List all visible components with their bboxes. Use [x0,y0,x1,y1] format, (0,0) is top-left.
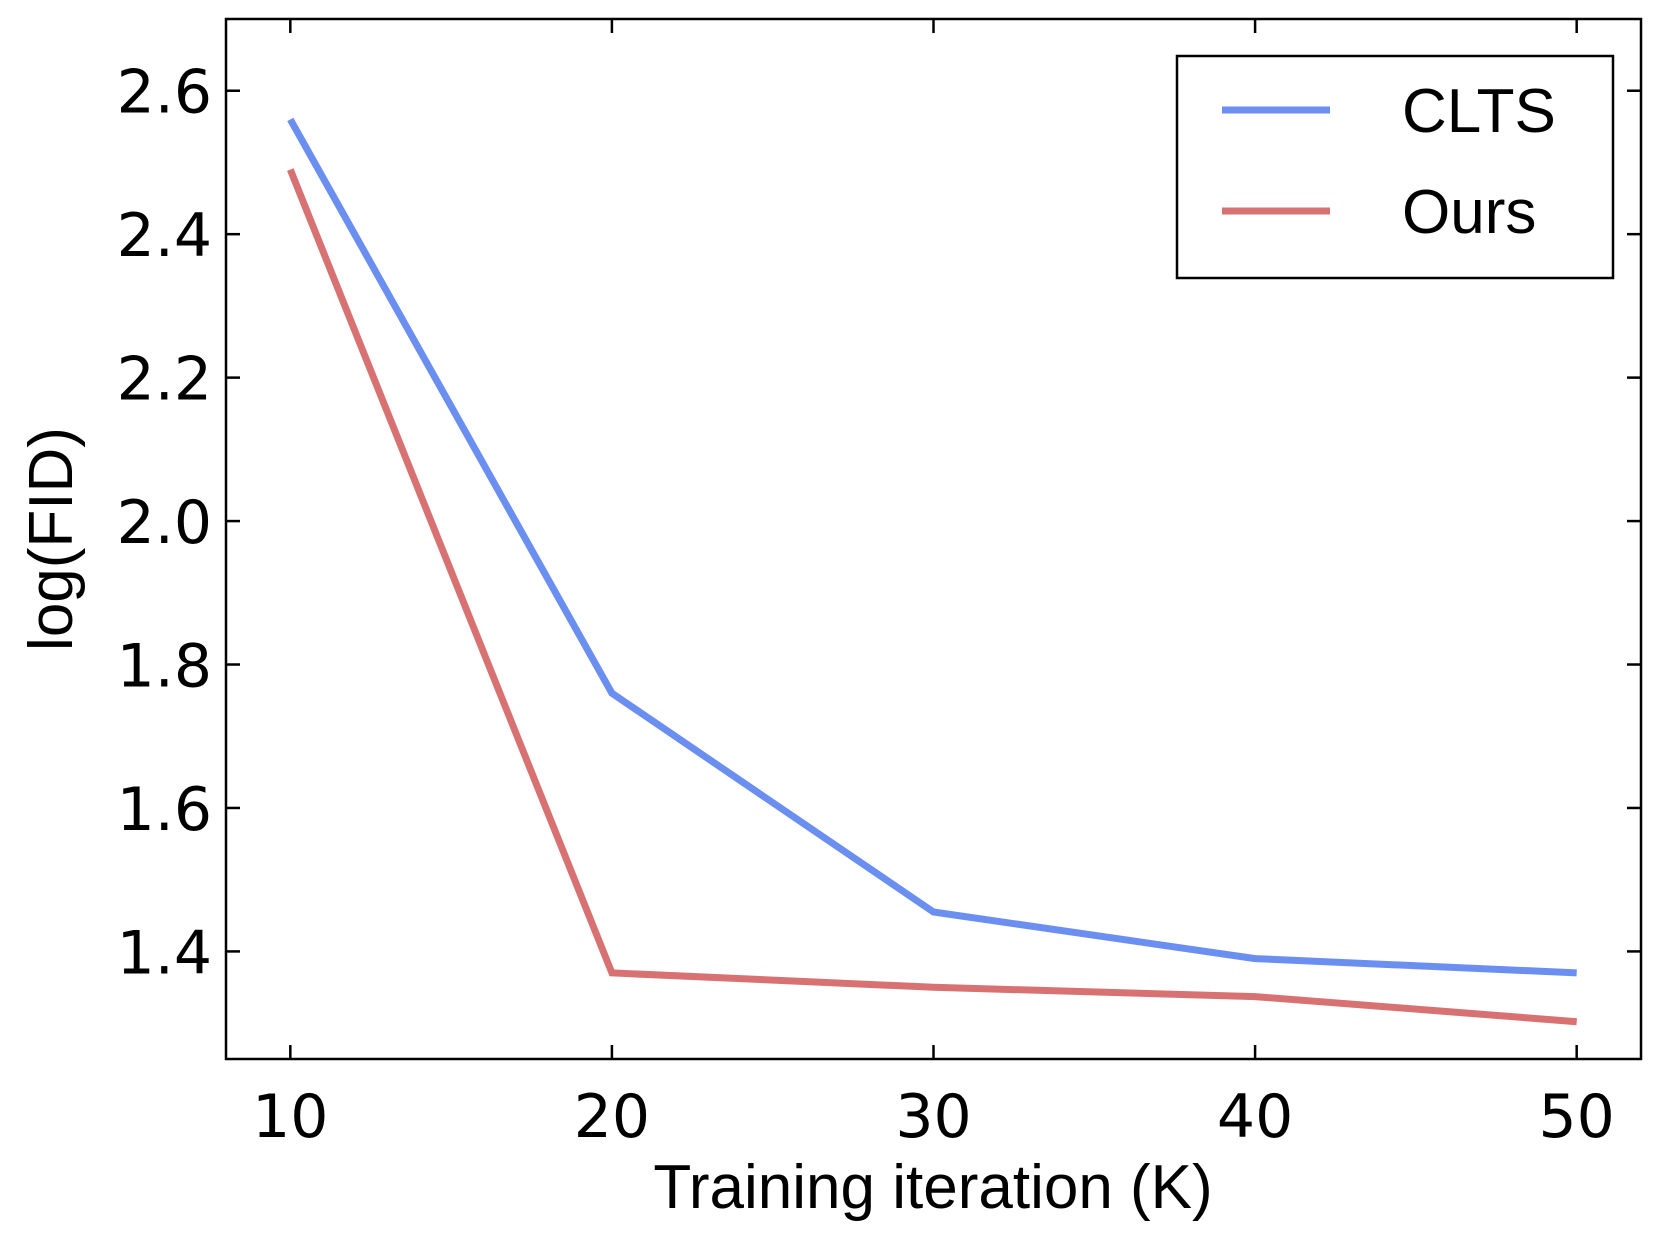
x-axis-ticks: 10 20 30 40 50 [252,19,1615,1152]
x-tick-label: 30 [895,1082,971,1152]
x-tick-label: 10 [252,1082,328,1152]
legend-box [1175,54,1615,280]
series-line-ours [287,168,1577,1026]
plot-frame [224,17,1643,1061]
legend-label-ours: Ours [1402,178,1536,247]
legend-label-clts: CLTS [1402,77,1556,146]
y-tick-label: 2.2 [117,345,212,415]
series-line-clts [287,117,1577,977]
y-tick-label: 2.4 [117,201,212,271]
x-tick-label: 20 [574,1082,650,1152]
series-lines [287,117,1577,1026]
y-tick-label: 1.6 [117,775,212,845]
y-tick-label: 2.6 [117,58,212,128]
legend: CLTS Ours [1175,54,1615,280]
x-tick-label: 40 [1217,1082,1293,1152]
y-tick-label: 1.8 [117,632,212,702]
x-tick-label: 50 [1539,1082,1615,1152]
y-axis-ticks: 1.4 1.6 1.8 2.0 2.2 2.4 2.6 [117,58,1641,988]
y-axis-label: log(FID) [17,427,86,651]
x-axis-label: Training iteration (K) [653,1153,1212,1222]
y-tick-label: 1.4 [117,918,212,988]
y-tick-label: 2.0 [117,488,212,558]
